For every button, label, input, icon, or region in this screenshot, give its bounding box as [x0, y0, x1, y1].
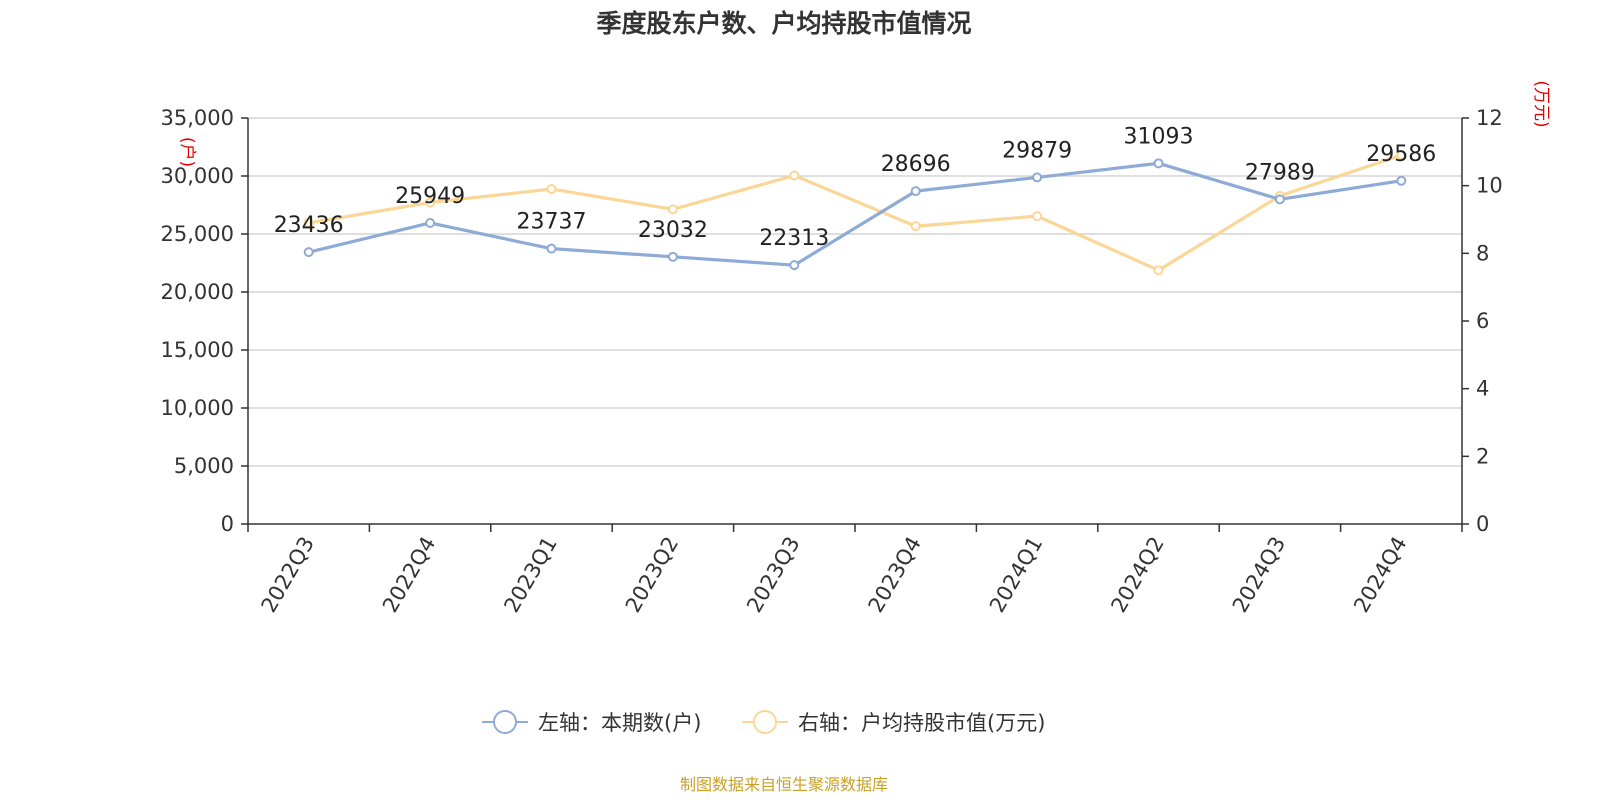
- series-layer: 23436 25949 23737 23032 22313 28696 29879 31093…: [274, 124, 1436, 276]
- x-axis-tick-label: 2023Q4: [864, 533, 926, 617]
- source-note: 制图数据来自恒生聚源数据库: [680, 775, 888, 794]
- x-axis-tick-label: 2022Q3: [257, 533, 319, 617]
- left-axis-unit: (户): [177, 137, 197, 167]
- data-point[interactable]: [1153, 158, 1164, 169]
- left-axis-tick-label: 25,000: [161, 222, 234, 246]
- data-point[interactable]: [1396, 150, 1407, 161]
- data-point[interactable]: [667, 204, 678, 215]
- x-axis-tick-label: 2023Q3: [742, 533, 804, 617]
- legend[interactable]: 左轴：本期数(户) 右轴：户均持股市值(万元): [482, 710, 1045, 735]
- data-label: 28696: [881, 152, 951, 177]
- x-axis-tick-label: 2024Q1: [985, 533, 1047, 617]
- x-axis-tick-label: 2024Q2: [1106, 533, 1168, 617]
- data-point[interactable]: [910, 186, 921, 197]
- left-axis-tick-label: 20,000: [161, 280, 234, 304]
- data-point[interactable]: [303, 247, 314, 258]
- left-axis-tick-label: 30,000: [161, 164, 234, 188]
- data-point[interactable]: [667, 251, 678, 262]
- data-point[interactable]: [546, 184, 557, 195]
- x-axis-tick-label: 2023Q1: [499, 533, 561, 617]
- legend-label: 右轴：户均持股市值(万元): [798, 711, 1045, 735]
- right-axis-tick-label: 8: [1476, 241, 1489, 265]
- right-axis-tick-label: 0: [1476, 512, 1489, 536]
- legend-label: 左轴：本期数(户): [538, 711, 701, 735]
- left-axis-tick-label: 10,000: [161, 396, 234, 420]
- data-label: 29879: [1002, 138, 1072, 163]
- data-point[interactable]: [546, 243, 557, 254]
- right-axis-tick-label: 6: [1476, 309, 1489, 333]
- series-1: [303, 150, 1407, 276]
- left-axis-tick-label: 5,000: [174, 454, 234, 478]
- data-label: 23032: [638, 218, 708, 243]
- data-label: 27989: [1245, 160, 1315, 185]
- data-point[interactable]: [789, 170, 800, 181]
- legend-marker: [493, 710, 517, 734]
- gridlines: [248, 117, 1462, 467]
- series-0: 23436 25949 23737 23032 22313 28696 29879 31093…: [274, 124, 1436, 271]
- data-label: 25949: [395, 184, 465, 209]
- data-point[interactable]: [425, 217, 436, 228]
- data-point[interactable]: [425, 197, 436, 208]
- x-axis-tick-label: 2024Q3: [1228, 533, 1290, 617]
- left-axis-tick-label: 35,000: [161, 106, 234, 130]
- legend-item-1[interactable]: 右轴：户均持股市值(万元): [742, 710, 1045, 735]
- data-point[interactable]: [910, 221, 921, 232]
- right-axis-tick-label: 2: [1476, 444, 1489, 468]
- x-axis-tick-label: 2022Q4: [378, 533, 440, 617]
- data-point[interactable]: [789, 260, 800, 271]
- axes: 0 5,000 10,000 15,000 20,000 25,000 30,000 35,0…: [161, 80, 1551, 616]
- data-point[interactable]: [1032, 211, 1043, 222]
- data-point[interactable]: [1153, 265, 1164, 276]
- series-line: [308, 153, 1402, 272]
- data-label: 22313: [759, 226, 829, 251]
- legend-item-0[interactable]: 左轴：本期数(户): [482, 710, 701, 735]
- data-label: 29586: [1366, 142, 1436, 167]
- right-axis-tick-label: 4: [1476, 377, 1489, 401]
- data-point[interactable]: [1032, 172, 1043, 183]
- left-axis-tick-label: 15,000: [161, 338, 234, 362]
- x-axis-tick-label: 2024Q4: [1349, 533, 1411, 617]
- data-label: 31093: [1124, 124, 1194, 149]
- right-axis-tick-label: 10: [1476, 174, 1503, 198]
- data-label: 23737: [517, 210, 587, 235]
- left-axis-tick-label: 0: [221, 512, 234, 536]
- legend-marker: [753, 710, 777, 734]
- data-point[interactable]: [303, 217, 314, 228]
- right-axis-unit: (万元): [1531, 80, 1551, 127]
- chart-title: 季度股东户数、户均持股市值情况: [596, 9, 971, 38]
- data-point[interactable]: [1396, 175, 1407, 186]
- data-label: 23436: [274, 213, 344, 238]
- series-line: [308, 161, 1402, 267]
- data-point[interactable]: [1274, 194, 1285, 205]
- x-axis-tick-label: 2023Q2: [621, 533, 683, 617]
- right-axis-tick-label: 12: [1476, 106, 1503, 130]
